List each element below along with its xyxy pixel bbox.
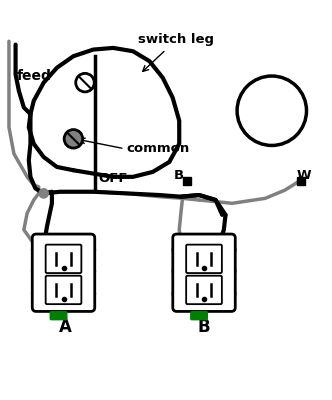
Circle shape	[31, 268, 37, 274]
Text: OFF: OFF	[98, 172, 128, 185]
FancyBboxPatch shape	[186, 276, 222, 304]
Text: W: W	[296, 169, 311, 182]
Circle shape	[237, 76, 306, 146]
FancyBboxPatch shape	[46, 245, 81, 273]
FancyBboxPatch shape	[173, 234, 235, 312]
FancyBboxPatch shape	[191, 312, 207, 320]
Text: B: B	[198, 318, 210, 336]
Circle shape	[64, 130, 83, 148]
Circle shape	[31, 247, 37, 253]
Text: A: A	[59, 318, 72, 336]
Circle shape	[230, 268, 236, 274]
Text: B: B	[174, 169, 184, 182]
Circle shape	[172, 268, 178, 274]
Circle shape	[31, 290, 37, 296]
Text: common: common	[126, 142, 190, 155]
Circle shape	[90, 290, 96, 296]
Circle shape	[172, 247, 178, 253]
Circle shape	[230, 247, 236, 253]
Text: switch leg: switch leg	[138, 33, 214, 46]
FancyBboxPatch shape	[32, 234, 95, 312]
Text: feed: feed	[17, 69, 52, 83]
FancyBboxPatch shape	[186, 245, 222, 273]
Circle shape	[90, 247, 96, 253]
Circle shape	[90, 268, 96, 274]
Circle shape	[76, 73, 94, 92]
FancyBboxPatch shape	[50, 312, 67, 320]
Circle shape	[230, 290, 236, 296]
Circle shape	[172, 290, 178, 296]
FancyBboxPatch shape	[46, 276, 81, 304]
Circle shape	[39, 189, 48, 198]
Text: light
off: light off	[252, 94, 291, 127]
